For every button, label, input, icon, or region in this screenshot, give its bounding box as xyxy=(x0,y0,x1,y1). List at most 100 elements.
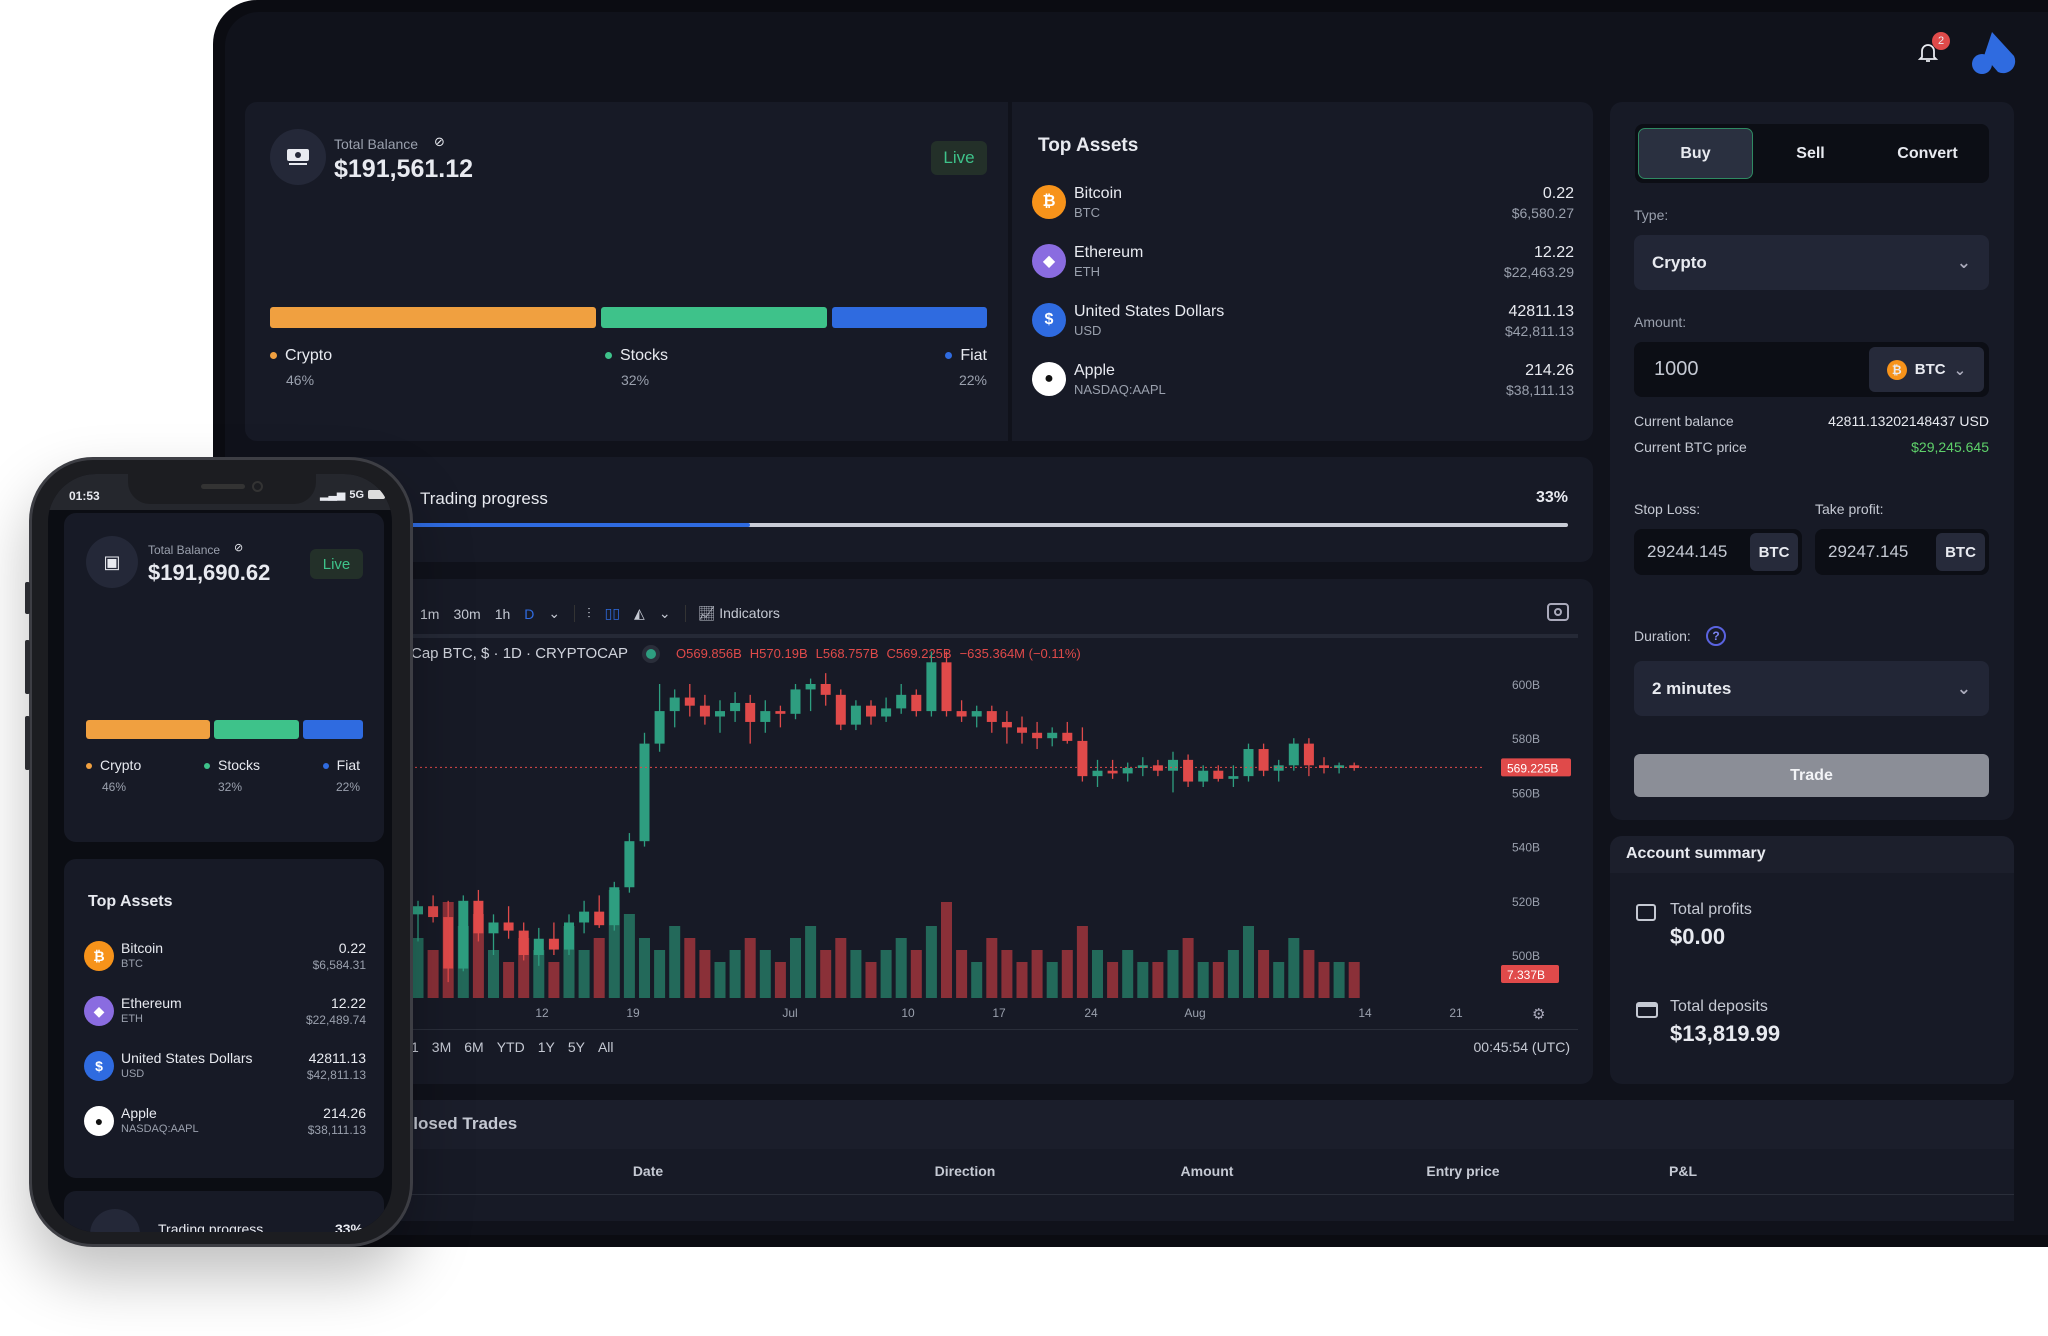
range-6m[interactable]: 6M xyxy=(464,1039,484,1055)
axis-settings-icon[interactable]: ⚙ xyxy=(1532,1006,1546,1023)
hide-balance-icon[interactable]: ⊘ xyxy=(434,134,445,149)
tab-sell[interactable]: Sell xyxy=(1796,144,1825,162)
volume-bar xyxy=(412,938,424,998)
asset-name[interactable]: Apple xyxy=(1074,362,1115,379)
asset-name[interactable]: Ethereum xyxy=(1074,244,1144,261)
volume-bar xyxy=(1333,962,1345,998)
column-header[interactable]: P&L xyxy=(1669,1163,1697,1179)
tab-buy[interactable]: Buy xyxy=(1638,128,1753,179)
duration-select[interactable]: 2 minutes ⌄ xyxy=(1634,661,1989,716)
market-status-dot xyxy=(646,648,657,659)
volume-bar xyxy=(1167,950,1179,998)
volume-bar xyxy=(518,938,530,998)
asset-value: $42,811.13 xyxy=(306,1068,366,1082)
area-type-icon[interactable]: ◭ xyxy=(634,605,645,621)
candle-body xyxy=(1152,765,1163,771)
total-profits-label: Total profits xyxy=(1670,901,1752,918)
hide-balance-icon[interactable]: ⊘ xyxy=(234,542,244,554)
volume-bar xyxy=(850,950,862,998)
asset-name[interactable]: United States Dollars xyxy=(121,1050,253,1066)
bar-type-icon[interactable]: ⫶ xyxy=(574,605,591,622)
volume-tag xyxy=(1501,965,1559,983)
candle-body xyxy=(503,922,514,931)
candle-body xyxy=(1273,765,1284,771)
candle-body xyxy=(1228,776,1239,779)
wallet-icon xyxy=(270,129,326,185)
candle-body xyxy=(1017,727,1027,733)
asset-value: $38,111.13 xyxy=(307,1123,366,1137)
interval-30m[interactable]: 30m xyxy=(453,605,481,622)
volume-bar xyxy=(774,962,786,998)
asset-name[interactable]: Bitcoin xyxy=(121,940,164,956)
candlestick-chart[interactable]: 600B 580B 560B 540B 520B 500B 569.225B 7.337B 12… xyxy=(245,579,1593,1039)
price-tick-label: 560B xyxy=(1512,786,1540,800)
asset-ticker: BTC xyxy=(121,958,143,970)
x-tick-label: 19 xyxy=(626,1006,640,1020)
phone-top-assets-card xyxy=(64,859,384,1178)
amount-label: Amount: xyxy=(1634,314,1687,330)
volume-bar xyxy=(639,938,650,998)
range-1y[interactable]: 1Y xyxy=(537,1039,555,1055)
interval-d[interactable]: D xyxy=(524,605,535,622)
interval-1h[interactable]: 1h xyxy=(494,605,511,622)
camera-icon[interactable] xyxy=(1547,603,1569,621)
x-tick-label: 17 xyxy=(992,1006,1006,1020)
volume-bar xyxy=(986,938,998,998)
volume-bar xyxy=(925,926,937,998)
volume-bar xyxy=(503,962,515,998)
crypto-percent: 46% xyxy=(286,372,315,388)
range-all[interactable]: All xyxy=(597,1039,614,1055)
legend-stocks: Stocks xyxy=(204,757,260,773)
volume-bar xyxy=(1122,950,1134,998)
asset-quantity: 12.22 xyxy=(1533,244,1574,261)
indicators-button[interactable]: 📈︎ Indicators xyxy=(684,605,780,622)
trade-button[interactable]: Trade xyxy=(1634,754,1989,797)
column-header[interactable]: Entry price xyxy=(1426,1163,1500,1179)
candle-body xyxy=(941,662,952,712)
range-5y[interactable]: 5Y xyxy=(567,1039,585,1055)
range-ytd[interactable]: YTD xyxy=(496,1039,525,1055)
volume-bar xyxy=(563,926,575,998)
price-tick-label: 520B xyxy=(1512,895,1540,909)
volume-bar xyxy=(835,938,847,998)
stop-loss-unit: BTC xyxy=(1750,533,1798,571)
candle-body xyxy=(1077,740,1088,777)
help-icon[interactable]: ? xyxy=(1706,626,1726,646)
bitcoin-icon: ₿ xyxy=(84,941,114,971)
interval-chevron-icon[interactable]: ⌄ xyxy=(548,605,561,621)
bell-icon[interactable] xyxy=(1916,40,1940,64)
type-select[interactable]: Crypto ⌄ xyxy=(1634,235,1989,290)
range-3m[interactable]: 3M xyxy=(431,1039,452,1055)
volume-bar xyxy=(1076,926,1088,998)
candle-body xyxy=(1303,743,1314,766)
progress-icon xyxy=(90,1209,140,1232)
currency-select[interactable]: ₿ BTC ⌄ xyxy=(1869,347,1984,392)
volume-bar xyxy=(1001,950,1013,998)
volume-bar xyxy=(623,914,635,998)
column-header[interactable]: Amount xyxy=(1180,1163,1234,1179)
chart-type-chevron-icon[interactable]: ⌄ xyxy=(658,605,671,621)
range-1[interactable]: 1 xyxy=(411,1039,419,1055)
x-tick-label: Jul xyxy=(782,1006,797,1020)
asset-name[interactable]: Apple xyxy=(121,1105,157,1121)
stocks-allocation-bar xyxy=(214,720,299,739)
ohlc-open: O569.856B xyxy=(676,646,742,661)
ohlc-change: −635.364M (−0.11%) xyxy=(959,646,1081,661)
asset-name[interactable]: Ethereum xyxy=(121,995,182,1011)
asset-ticker: ETH xyxy=(1074,264,1100,279)
closed-trades-header-bg xyxy=(245,1100,2014,1149)
asset-quantity: 214.26 xyxy=(323,1105,366,1121)
asset-quantity: 42811.13 xyxy=(1508,303,1574,320)
column-header[interactable]: Direction xyxy=(934,1163,996,1179)
volume-bar xyxy=(729,950,741,998)
candle-type-icon[interactable]: ▯▯ xyxy=(604,605,621,621)
stop-loss-value: 29244.145 xyxy=(1647,542,1728,561)
asset-name[interactable]: United States Dollars xyxy=(1074,303,1225,320)
column-header[interactable]: Date xyxy=(632,1163,664,1179)
asset-ticker: USD xyxy=(1074,323,1102,338)
candle-body xyxy=(1047,732,1058,739)
tab-convert[interactable]: Convert xyxy=(1897,144,1958,162)
asset-name[interactable]: Bitcoin xyxy=(1074,185,1123,202)
candle-body xyxy=(518,930,529,955)
interval-1m[interactable]: 1m xyxy=(420,605,440,622)
